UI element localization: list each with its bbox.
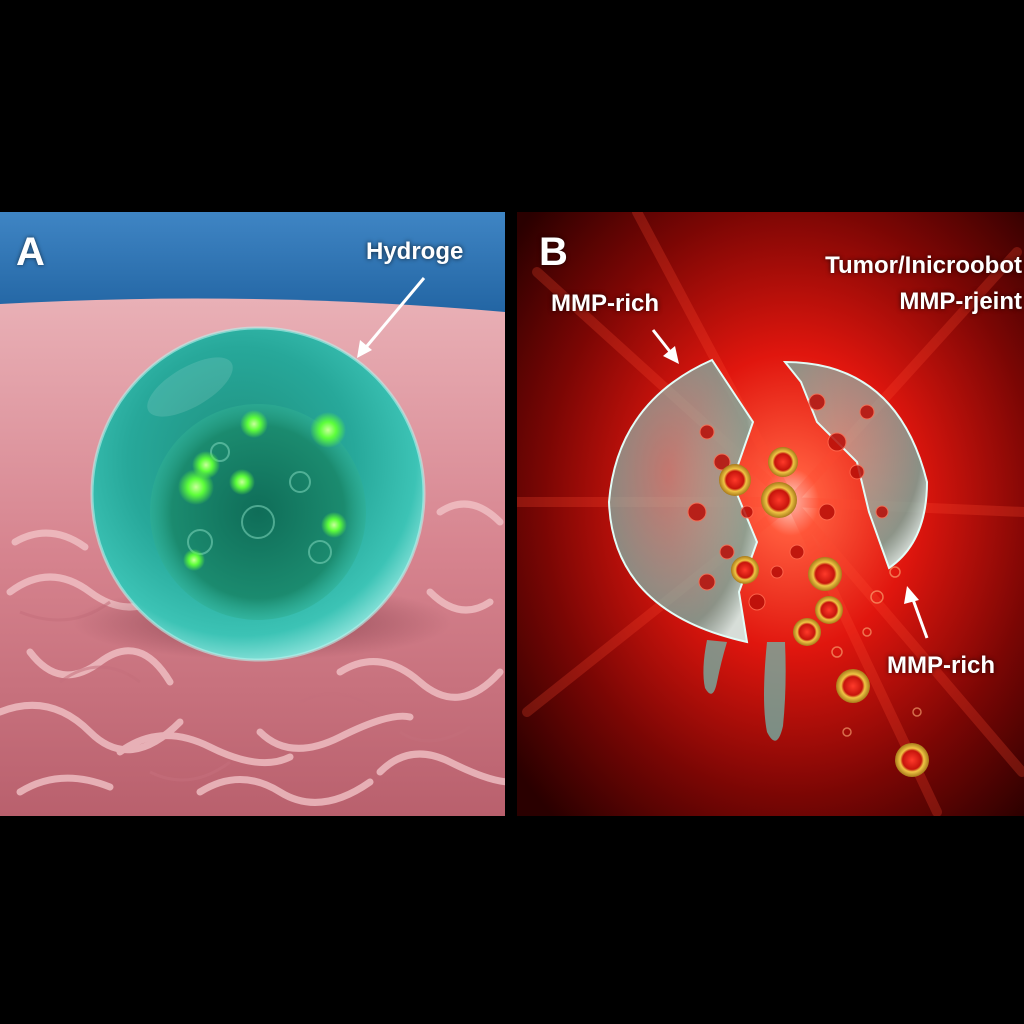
panel-b-title-line2: MMP-rjeint xyxy=(899,288,1022,315)
panel-a-letter: A xyxy=(16,230,45,274)
panel-b-label-mmp-right: MMP-rich xyxy=(887,652,995,679)
panel-a-label-hydrogel: Hydroge xyxy=(366,238,464,265)
panel-b-label-mmp-left: MMP-rich xyxy=(551,290,659,317)
released-nanoparticles xyxy=(719,447,929,777)
hydrogel-drip xyxy=(703,640,727,694)
panel-b-illustration xyxy=(517,212,1024,816)
panel-b-title-line1: Tumor/Inicroobot xyxy=(825,252,1022,279)
panel-a-illustration xyxy=(0,212,505,816)
hydrogel-shell-right xyxy=(782,360,929,570)
panel-a-intact-hydrogel: A Hydroge xyxy=(0,212,505,816)
hydrogel-shell-left xyxy=(607,358,759,644)
hydrogel-arrow xyxy=(360,277,426,353)
fluorescent-payload xyxy=(178,410,347,571)
panel-b-degraded-hydrogel: B Tumor/Inicroobot MMP-rjeint MMP-rich M… xyxy=(517,212,1024,816)
tumor-cells xyxy=(687,393,889,611)
panel-b-letter: B xyxy=(539,230,568,274)
